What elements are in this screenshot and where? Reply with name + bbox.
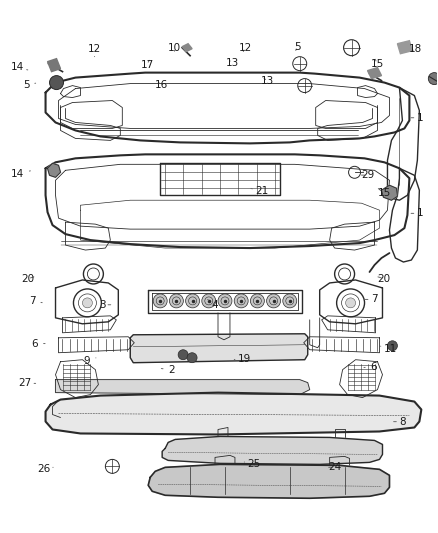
Text: 25: 25 <box>244 459 261 469</box>
Text: 1: 1 <box>411 208 423 219</box>
Text: 20: 20 <box>21 274 34 284</box>
Circle shape <box>388 341 397 351</box>
Text: 18: 18 <box>409 44 422 54</box>
Circle shape <box>178 350 188 360</box>
Text: 29: 29 <box>361 170 374 180</box>
Polygon shape <box>397 41 413 54</box>
Circle shape <box>170 294 184 308</box>
Polygon shape <box>162 437 382 464</box>
Circle shape <box>82 298 92 308</box>
Text: 15: 15 <box>371 59 384 69</box>
Text: 6: 6 <box>32 338 45 349</box>
Polygon shape <box>182 44 192 52</box>
Circle shape <box>428 72 438 85</box>
Text: 11: 11 <box>381 344 397 354</box>
Text: 5: 5 <box>23 80 35 90</box>
Text: 24: 24 <box>328 462 341 472</box>
Polygon shape <box>48 163 60 177</box>
Polygon shape <box>367 68 381 78</box>
Text: 12: 12 <box>239 43 252 53</box>
Text: 20: 20 <box>378 274 391 284</box>
Circle shape <box>49 76 64 90</box>
Text: 13: 13 <box>261 76 275 86</box>
Text: 10: 10 <box>168 43 181 53</box>
Text: 6: 6 <box>364 362 377 373</box>
Text: 4: 4 <box>208 300 218 310</box>
Circle shape <box>153 294 167 308</box>
Text: 21: 21 <box>251 186 268 196</box>
Circle shape <box>346 298 356 308</box>
Text: 7: 7 <box>29 296 42 306</box>
Text: 14: 14 <box>11 62 28 72</box>
Text: 1: 1 <box>411 113 423 123</box>
Text: 14: 14 <box>11 168 30 179</box>
Polygon shape <box>46 393 421 434</box>
Text: 15: 15 <box>378 188 391 198</box>
Text: 9: 9 <box>84 356 96 366</box>
Circle shape <box>283 294 297 308</box>
Circle shape <box>187 353 197 362</box>
Circle shape <box>202 294 216 308</box>
Text: 3: 3 <box>99 300 111 310</box>
Text: 12: 12 <box>88 44 101 56</box>
Text: 13: 13 <box>226 58 239 68</box>
Polygon shape <box>56 379 310 394</box>
Text: 19: 19 <box>234 354 251 365</box>
Polygon shape <box>130 334 308 362</box>
Circle shape <box>251 294 265 308</box>
Polygon shape <box>148 464 389 498</box>
Circle shape <box>218 294 232 308</box>
Polygon shape <box>48 59 60 71</box>
Text: 26: 26 <box>37 464 53 474</box>
Text: 27: 27 <box>18 378 35 389</box>
Text: 8: 8 <box>394 417 406 426</box>
Text: 16: 16 <box>155 80 168 90</box>
Text: 5: 5 <box>294 42 301 52</box>
Circle shape <box>234 294 248 308</box>
Circle shape <box>267 294 281 308</box>
Circle shape <box>186 294 200 308</box>
Text: 7: 7 <box>365 294 377 304</box>
Polygon shape <box>381 185 397 200</box>
Text: 17: 17 <box>140 60 154 70</box>
Text: 2: 2 <box>161 365 175 375</box>
